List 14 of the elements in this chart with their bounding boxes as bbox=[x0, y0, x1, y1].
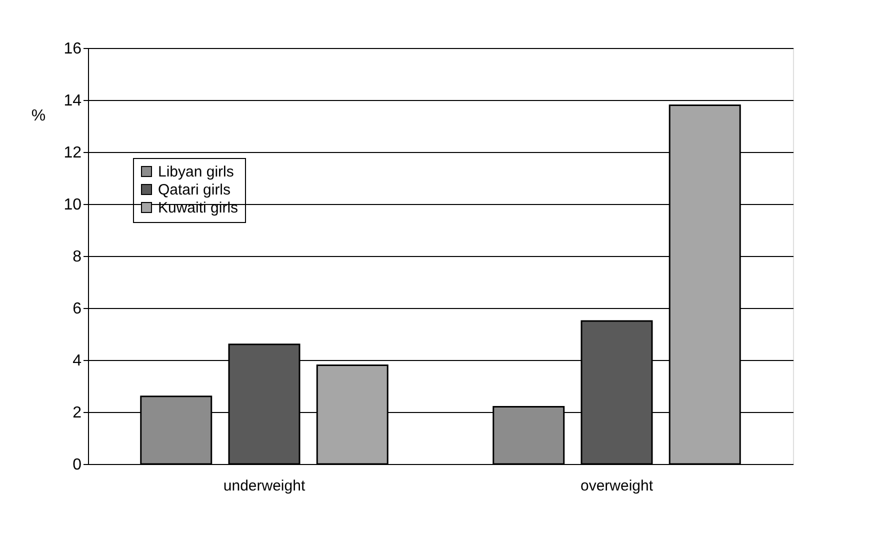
y-tick-label: 12 bbox=[64, 144, 82, 162]
y-tick-label: 2 bbox=[72, 404, 82, 422]
y-tick-label: 16 bbox=[64, 40, 82, 58]
x-tick-label: overweight bbox=[580, 478, 654, 494]
y-tick-label: 8 bbox=[72, 248, 82, 266]
y-tick-label: 10 bbox=[64, 196, 82, 214]
y-axis-title: % bbox=[31, 108, 46, 124]
y-tick-label: 14 bbox=[64, 92, 82, 110]
y-tick-label: 6 bbox=[72, 300, 82, 318]
x-tick-label: underweight bbox=[223, 478, 306, 494]
y-tick-label: 0 bbox=[72, 456, 82, 474]
legend-label: Libyan girls bbox=[158, 164, 234, 180]
y-tick-label: 4 bbox=[72, 352, 82, 370]
legend-label: Qatari girls bbox=[158, 182, 231, 198]
